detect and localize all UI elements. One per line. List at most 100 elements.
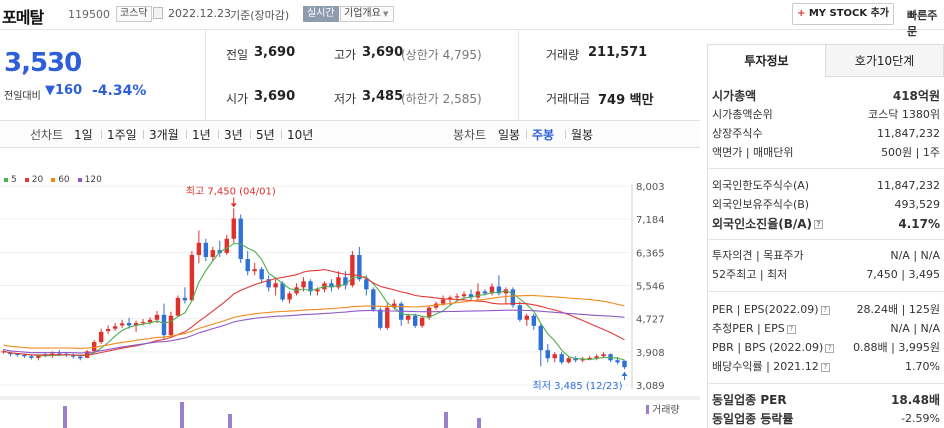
face-label: 액면가 | 매매단위: [712, 146, 794, 159]
candle-body: [280, 283, 285, 300]
tab-invest-info[interactable]: 투자정보: [707, 44, 826, 77]
candle-body: [29, 356, 34, 358]
line-period-2[interactable]: 3개월: [149, 128, 179, 142]
divider: [707, 168, 944, 169]
foreign-ratio-row: 외국인소진율(B/A)? 4.17%: [712, 215, 944, 233]
est-per-row: 추정PER | EPS? N/A | N/A: [712, 320, 944, 338]
shares-value: 11,847,232: [877, 127, 940, 140]
candle-body: [36, 354, 41, 358]
ma-legend: 5 20 60 120: [4, 171, 110, 185]
candle-body: [601, 354, 606, 357]
line-period-4[interactable]: 3년: [224, 128, 243, 142]
low-label: 저가: [334, 92, 357, 106]
pbr-label: PBR | BPS (2022.09): [712, 341, 824, 354]
candle-body: [182, 297, 188, 301]
52wk-label: 52주최고 | 최저: [712, 268, 788, 281]
candle-period-0[interactable]: 일봉: [498, 128, 521, 142]
lower-limit: (하한가 2,585): [401, 92, 482, 106]
help-icon[interactable]: ?: [814, 220, 824, 229]
candle-body: [196, 242, 202, 255]
help-icon[interactable]: ?: [820, 305, 830, 315]
divider: [518, 30, 519, 120]
candle-body: [133, 322, 139, 326]
candle-body: [161, 314, 167, 336]
face-value: 500원 | 1주: [881, 146, 940, 159]
candle-body: [475, 291, 481, 298]
foreign-ratio-value: 4.17%: [898, 217, 940, 231]
volume-bar: [477, 418, 481, 428]
help-icon[interactable]: ?: [820, 362, 830, 372]
help-icon[interactable]: ?: [825, 343, 835, 353]
candle-body: [231, 218, 236, 239]
market-cap-label: 시가총액: [712, 89, 757, 103]
candle-body: [622, 360, 627, 368]
div-value: 1.70%: [905, 360, 940, 373]
candle-body: [238, 218, 243, 260]
opinion-value: N/A | N/A: [890, 249, 940, 262]
change-value: ▼160: [45, 83, 82, 98]
candle-body: [154, 314, 160, 320]
ma-line-5: [3, 242, 625, 361]
line-period-3[interactable]: 1년: [192, 128, 211, 142]
volume-label: 거래량: [652, 404, 680, 416]
y-tick-label: 7,184: [636, 215, 665, 226]
candle-body: [440, 299, 446, 304]
legend-label: 120: [84, 175, 102, 185]
candle-body: [140, 322, 146, 324]
legend-swatch: [4, 177, 8, 182]
candle-body: [559, 354, 564, 363]
quick-order-link[interactable]: 빠른주문: [907, 9, 938, 38]
toolbar-separator: [186, 130, 187, 139]
candle-body: [517, 305, 523, 320]
line-period-5[interactable]: 5년: [256, 128, 275, 142]
toolbar-separator: [526, 130, 527, 139]
legend-ma-60: 60: [51, 175, 70, 185]
chevron-down-icon: ▼: [380, 10, 389, 18]
volume-bar: [63, 406, 67, 428]
tab-orderbook[interactable]: 호가10단계: [826, 44, 944, 77]
candle-body: [412, 315, 418, 326]
per-value: 28.24배 | 125원: [856, 303, 940, 316]
divider: [707, 291, 944, 292]
open-value: 3,690: [254, 89, 296, 104]
realtime-button[interactable]: 실시간: [303, 6, 339, 22]
line-period-1[interactable]: 1주일: [107, 128, 137, 142]
stock-header: [0, 0, 944, 30]
legend-label: 20: [31, 175, 44, 185]
candle-body: [566, 358, 571, 363]
toolbar-separator: [143, 130, 144, 139]
candle-body: [105, 329, 111, 332]
divider: [707, 239, 944, 240]
candle-body: [378, 309, 383, 328]
candle-body: [147, 319, 153, 323]
industry-rate-label: 동일업종 등락률: [712, 412, 794, 426]
help-icon[interactable]: ?: [786, 324, 796, 334]
low-arrowhead: [621, 371, 628, 376]
volume-bar: [444, 412, 448, 428]
candle-body: [203, 242, 209, 257]
candle-period-2[interactable]: 월봉: [571, 128, 594, 142]
candle-body: [112, 326, 118, 329]
candle-body: [573, 358, 578, 361]
stock-code: 119500: [68, 8, 110, 21]
legend-ma-120: 120: [77, 175, 102, 185]
candle-body: [538, 325, 543, 351]
company-info-dropdown[interactable]: 기업개요 ▼: [340, 6, 394, 22]
add-mystock-label: MY STOCK 추가: [808, 8, 890, 19]
52wk-value: 7,450 | 3,495: [866, 268, 940, 281]
candle-body: [15, 353, 20, 355]
candle-body: [126, 322, 132, 326]
candle-body: [92, 342, 97, 351]
add-mystock-button[interactable]: + MY STOCK 추가: [792, 3, 894, 25]
line-period-0[interactable]: 1일: [74, 128, 93, 142]
foreign-limit-label: 외국인한도주식수(A): [712, 179, 810, 192]
y-tick-label: 4,727: [636, 315, 665, 326]
candle-body: [350, 254, 355, 286]
line-period-6[interactable]: 10년: [287, 128, 314, 142]
volume-value: 211,571: [588, 45, 648, 60]
candle-body: [510, 289, 516, 306]
cap-rank-label: 시가총액순위: [712, 108, 773, 121]
candle-period-1[interactable]: 주봉: [532, 128, 555, 142]
industry-per-row: 동일업종 PER 18.48배: [712, 391, 944, 409]
volume-bar: [228, 414, 232, 428]
